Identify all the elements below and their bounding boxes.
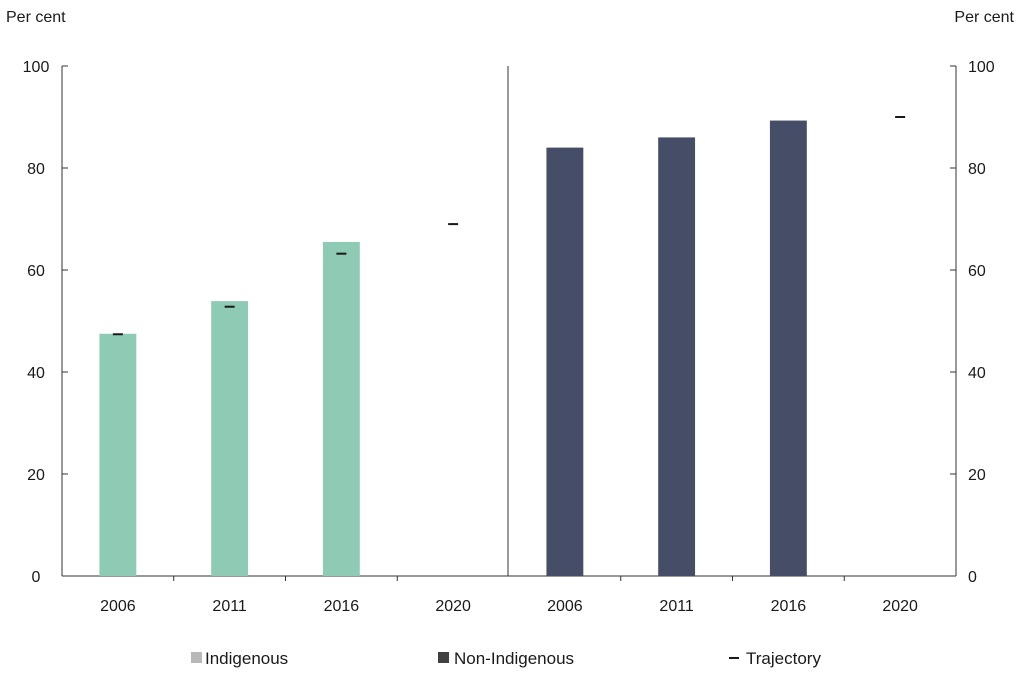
bar-non-indigenous-2011 bbox=[658, 137, 696, 576]
trajectory-marker-indigenous-2006 bbox=[112, 333, 123, 336]
x-axis: 2006 2011 2016 2020 2006 2011 2016 2020 bbox=[62, 66, 956, 615]
y-tick-label-left: 0 bbox=[32, 569, 41, 586]
legend: Indigenous Non-Indigenous Trajectory bbox=[191, 649, 821, 668]
y-tick-label-left: 60 bbox=[27, 263, 45, 280]
y-tick-label-right: 20 bbox=[968, 467, 986, 484]
trajectory-marker-non-indigenous-2020 bbox=[895, 116, 906, 118]
trajectory-marker-indigenous-2016 bbox=[336, 252, 347, 255]
bar-indigenous-2011 bbox=[211, 301, 249, 576]
trajectory-marker-indigenous-2020 bbox=[448, 223, 459, 226]
trajectory-markers bbox=[112, 116, 906, 336]
x-tick-label: 2006 bbox=[100, 598, 136, 615]
x-tick-label: 2016 bbox=[771, 598, 807, 615]
x-tick-label: 2011 bbox=[212, 598, 247, 615]
bars bbox=[99, 120, 807, 576]
legend-item-non-indigenous: Non-Indigenous bbox=[438, 649, 574, 668]
legend-label-trajectory: Trajectory bbox=[746, 649, 821, 668]
x-tick-label: 2020 bbox=[435, 598, 471, 615]
y-axis-left: 0 20 40 60 80 100 bbox=[23, 59, 68, 586]
x-tick-label: 2011 bbox=[659, 598, 694, 615]
legend-item-trajectory: Trajectory bbox=[729, 649, 821, 668]
y-tick-label-left: 100 bbox=[23, 59, 50, 76]
legend-item-indigenous: Indigenous bbox=[191, 649, 288, 668]
bar-non-indigenous-2016 bbox=[769, 120, 807, 576]
y-tick-label-left: 80 bbox=[27, 161, 45, 178]
legend-swatch-indigenous bbox=[191, 652, 202, 663]
trajectory-marker-indigenous-2011 bbox=[224, 305, 235, 308]
legend-swatch-non-indigenous bbox=[438, 652, 449, 663]
y-tick-label-right: 60 bbox=[968, 263, 986, 280]
y-unit-left: Per cent bbox=[6, 9, 66, 26]
y-tick-label-right: 0 bbox=[968, 569, 977, 586]
x-tick-label: 2016 bbox=[324, 598, 360, 615]
bar-indigenous-2016 bbox=[322, 241, 360, 576]
y-tick-label-left: 20 bbox=[27, 467, 45, 484]
y-unit-right: Per cent bbox=[954, 9, 1014, 26]
legend-swatch-trajectory bbox=[729, 657, 739, 659]
y-tick-label-left: 40 bbox=[27, 365, 45, 382]
y-tick-label-right: 40 bbox=[968, 365, 986, 382]
legend-label-non-indigenous: Non-Indigenous bbox=[454, 649, 574, 668]
x-tick-label: 2020 bbox=[882, 598, 918, 615]
y-axis-right: 0 20 40 60 80 100 bbox=[950, 59, 995, 586]
y-tick-label-right: 80 bbox=[968, 161, 986, 178]
bar-indigenous-2006 bbox=[99, 333, 137, 576]
x-tick-label: 2006 bbox=[547, 598, 583, 615]
y-tick-label-right: 100 bbox=[968, 59, 995, 76]
legend-label-indigenous: Indigenous bbox=[205, 649, 288, 668]
bar-non-indigenous-2006 bbox=[546, 147, 584, 576]
